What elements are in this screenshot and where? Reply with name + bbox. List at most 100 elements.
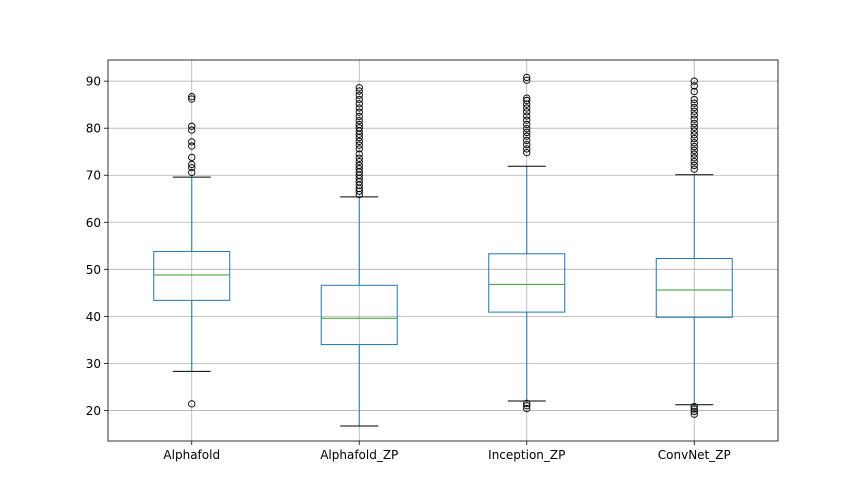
outlier-point xyxy=(355,104,363,112)
outlier-point xyxy=(690,127,698,135)
outlier-point xyxy=(523,132,531,140)
outlier-point xyxy=(523,108,531,116)
iqr-box xyxy=(153,250,231,301)
outlier-point xyxy=(355,137,363,146)
outlier-point xyxy=(355,108,363,116)
outlier-point xyxy=(690,139,698,147)
outlier-point xyxy=(523,128,531,137)
outlier-point xyxy=(355,165,363,173)
y-tick-label: 40 xyxy=(86,310,101,324)
outlier-point xyxy=(355,145,363,153)
outlier-point xyxy=(523,149,531,157)
outlier-point xyxy=(355,154,363,162)
outlier-point xyxy=(523,120,531,129)
x-tick-label: Alphafold xyxy=(163,448,220,462)
outlier-point xyxy=(690,157,698,166)
y-tick-label: 50 xyxy=(86,263,101,277)
outlier-point xyxy=(523,96,531,105)
plot-frame xyxy=(107,59,779,442)
outlier-point xyxy=(188,95,196,103)
y-tick-label: 80 xyxy=(86,122,101,136)
outlier-point xyxy=(355,161,363,170)
iqr-box xyxy=(655,257,733,318)
outlier-point xyxy=(523,404,531,413)
outlier-point xyxy=(690,115,698,123)
outlier-point xyxy=(355,87,363,95)
outlier-point xyxy=(523,116,531,124)
outlier-point xyxy=(188,160,196,169)
outlier-point xyxy=(355,117,363,125)
outlier-point xyxy=(355,91,363,99)
outlier-point xyxy=(523,136,531,145)
outlier-point xyxy=(523,104,531,112)
outlier-point xyxy=(690,99,698,107)
x-tick-label: Alphafold_ZP xyxy=(320,448,398,462)
x-tick-label: Inception_ZP xyxy=(488,448,565,462)
y-axis: 20 30 40 50 60 70 80 90 xyxy=(86,75,108,418)
outlier-point xyxy=(523,125,531,133)
boxes xyxy=(153,165,733,427)
box-convnet-zp xyxy=(655,174,733,406)
outlier-point xyxy=(355,95,363,104)
outlier-point xyxy=(690,403,698,411)
outlier-point xyxy=(188,168,196,177)
outlier-point xyxy=(355,112,363,121)
outlier-point xyxy=(690,407,698,416)
outlier-point xyxy=(690,77,698,85)
outlier-point xyxy=(355,100,363,108)
outlier-point xyxy=(690,161,698,170)
outlier-point xyxy=(355,120,363,129)
outlier-point xyxy=(690,123,698,131)
outlier-point xyxy=(690,107,698,115)
outlier-point xyxy=(690,154,698,162)
outlier-point xyxy=(690,142,698,151)
outlier-point xyxy=(188,400,196,408)
y-tick-label: 90 xyxy=(86,75,101,89)
outlier-point xyxy=(690,119,698,128)
outlier-point xyxy=(355,141,363,149)
y-tick-label: 60 xyxy=(86,216,101,230)
outlier-point xyxy=(690,134,698,143)
outlier-point xyxy=(188,153,196,162)
outlier-point xyxy=(690,410,698,418)
outlier-point xyxy=(523,73,531,82)
grid-lines xyxy=(108,60,778,441)
outlier-points xyxy=(188,73,698,418)
outlier-point xyxy=(523,76,531,84)
outlier-point xyxy=(355,84,363,92)
y-tick-label: 20 xyxy=(86,404,101,418)
outlier-point xyxy=(690,165,698,173)
outlier-point xyxy=(188,164,196,172)
box-alphafold xyxy=(153,176,231,372)
outlier-point xyxy=(690,405,698,413)
outlier-point xyxy=(355,150,363,158)
outlier-point xyxy=(188,122,196,130)
x-axis: Alphafold Alphafold_ZP Inception_ZP ConvNet… xyxy=(163,441,731,462)
y-tick-label: 30 xyxy=(86,357,101,371)
outlier-point xyxy=(690,150,698,158)
outlier-point xyxy=(188,93,196,101)
outlier-point xyxy=(523,399,531,408)
outlier-point xyxy=(523,402,531,410)
outlier-point xyxy=(355,124,363,132)
outlier-point xyxy=(188,126,196,134)
y-tick-label: 70 xyxy=(86,169,101,183)
iqr-box xyxy=(320,284,398,346)
outlier-point xyxy=(188,142,196,150)
outlier-point xyxy=(355,157,363,166)
outlier-point xyxy=(690,103,698,112)
outlier-point xyxy=(690,146,698,154)
outlier-point xyxy=(523,112,531,120)
outlier-point xyxy=(523,94,531,102)
iqr-box xyxy=(488,253,566,313)
outlier-point xyxy=(690,111,698,119)
outlier-point xyxy=(690,131,698,139)
outlier-point xyxy=(523,145,531,153)
outlier-point xyxy=(690,87,698,96)
box-alphafold-zp xyxy=(320,196,398,427)
outlier-point xyxy=(523,141,531,149)
x-tick-label: ConvNet_ZP xyxy=(658,448,731,462)
outlier-point xyxy=(690,95,698,104)
box-inception-zp xyxy=(488,165,566,402)
